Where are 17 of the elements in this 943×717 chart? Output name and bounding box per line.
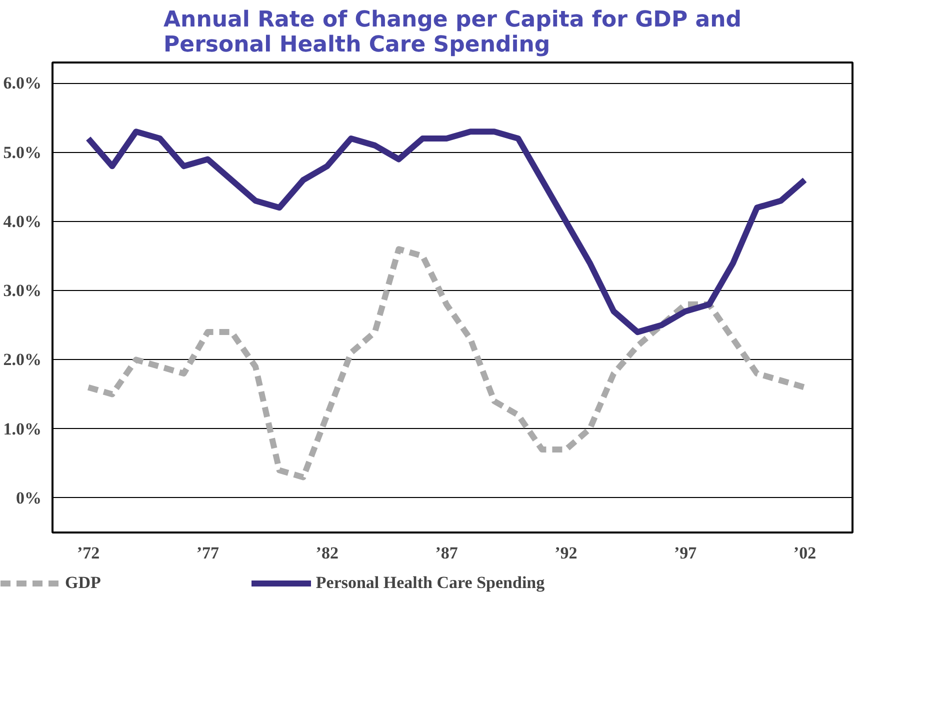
legend-label: Personal Health Care Spending [316,573,545,593]
x-tick-label: ’87 [435,544,458,562]
y-tick-label: 3.0% [3,281,42,300]
y-tick-label: 0% [16,488,42,508]
x-tick-label: ’77 [196,544,220,562]
legend-label: GDP [65,573,101,593]
y-tick-label: 4.0% [3,212,42,231]
chart-title: Annual Rate of Change per Capita for GDP and Personal Health Care Spending [164,8,742,58]
y-tick-label: 5.0% [3,142,42,162]
x-tick-label: ’72 [76,544,100,562]
x-tick-label: ’97 [674,544,698,562]
x-tick-label: ’02 [793,544,816,562]
y-tick-label: 1.0% [3,419,42,438]
x-tick-label: ’92 [554,544,578,562]
x-tick-label: ’82 [316,544,338,562]
y-tick-label: 2.0% [3,350,42,370]
y-tick-label: 6.0% [3,74,42,93]
